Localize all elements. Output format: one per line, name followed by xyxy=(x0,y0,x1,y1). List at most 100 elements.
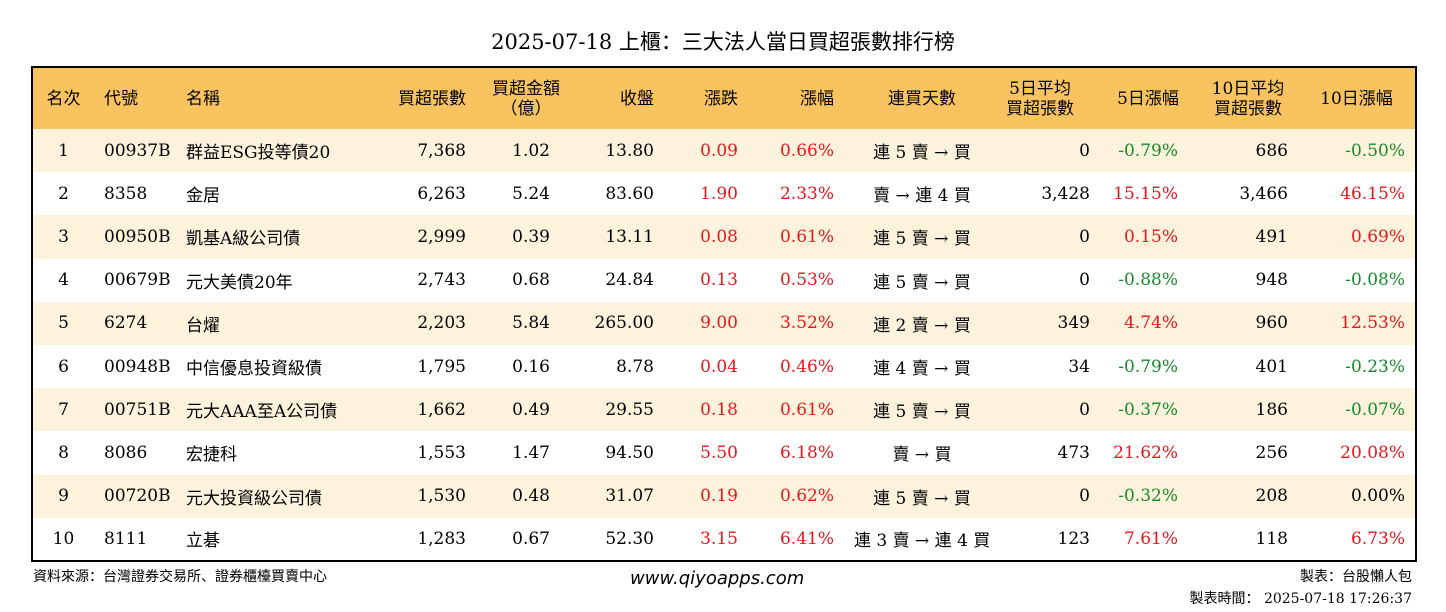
table-row: 3 00950B 凱基A級公司債 2,999 0.39 13.11 0.08 0.61% 連 5… xyxy=(32,215,1416,259)
header-pct5: 5日漲幅 xyxy=(1117,88,1179,109)
avg10-cell: 208 xyxy=(1255,486,1288,507)
pct-cell: 0.66% xyxy=(779,140,834,161)
avg10-cell: 118 xyxy=(1255,528,1288,549)
avg10-cell: 401 xyxy=(1255,356,1288,377)
name-cell: 台燿 xyxy=(186,315,220,336)
code-cell: 00751B xyxy=(104,399,171,420)
streak-cell: 賣 → 買 xyxy=(892,445,952,466)
avg5-cell: 0 xyxy=(1079,399,1090,420)
table-row: 10 8111 立碁 1,283 0.67 52.30 3.15 6.41% 連 3 賣 → 連… xyxy=(32,517,1416,561)
rank-cell: 1 xyxy=(58,140,69,161)
amount-cell: 0.48 xyxy=(512,486,550,507)
name-cell: 金居 xyxy=(186,186,220,207)
pct10-cell: 6.73% xyxy=(1350,528,1405,549)
pct-cell: 6.41% xyxy=(779,528,834,549)
code-cell: 8111 xyxy=(104,528,148,549)
streak-cell: 連 4 賣 → 買 xyxy=(873,359,971,380)
avg5-cell: 349 xyxy=(1057,313,1090,334)
net-buy-cell: 6,263 xyxy=(417,183,466,204)
pct-cell: 0.61% xyxy=(779,399,834,420)
header-rank: 名次 xyxy=(46,88,81,109)
amount-cell: 0.67 xyxy=(512,528,550,549)
avg5-cell: 0 xyxy=(1079,226,1090,247)
name-cell: 群益ESG投等債20 xyxy=(186,143,331,164)
pct5-cell: 7.61% xyxy=(1123,528,1178,549)
pct10-cell: -0.50% xyxy=(1345,140,1405,161)
code-cell: 00720B xyxy=(104,486,171,507)
rank-cell: 8 xyxy=(58,442,69,463)
pct10-cell: 0.69% xyxy=(1350,226,1405,247)
net-buy-cell: 2,999 xyxy=(417,226,466,247)
avg5-cell: 123 xyxy=(1057,528,1090,549)
avg10-cell: 960 xyxy=(1255,313,1288,334)
streak-cell: 連 5 賣 → 買 xyxy=(873,272,971,293)
change-cell: 9.00 xyxy=(700,313,738,334)
change-cell: 0.09 xyxy=(700,140,738,161)
close-cell: 265.00 xyxy=(594,313,654,334)
pct5-cell: -0.32% xyxy=(1118,486,1178,507)
change-cell: 1.90 xyxy=(700,183,738,204)
avg10-cell: 256 xyxy=(1255,442,1288,463)
header-avg10: 10日平均 買超張數 xyxy=(1211,78,1285,119)
header-name: 名稱 xyxy=(186,88,220,109)
change-cell: 0.04 xyxy=(700,356,738,377)
pct10-cell: 0.00% xyxy=(1350,486,1405,507)
table-row: 5 6274 台燿 2,203 5.84 265.00 9.00 3.52% 連 2 賣 → 買… xyxy=(32,301,1416,345)
avg5-cell: 0 xyxy=(1079,270,1090,291)
amount-cell: 0.68 xyxy=(512,270,550,291)
header-net-buy: 買超張數 xyxy=(398,88,466,109)
code-cell: 00948B xyxy=(104,356,171,377)
amount-cell: 1.02 xyxy=(512,140,550,161)
streak-cell: 連 3 賣 → 連 4 買 xyxy=(854,531,991,552)
pct10-cell: -0.08% xyxy=(1345,270,1405,291)
net-buy-cell: 1,795 xyxy=(417,356,466,377)
change-cell: 3.15 xyxy=(700,528,738,549)
pct-cell: 3.52% xyxy=(779,313,834,334)
close-cell: 31.07 xyxy=(605,486,654,507)
name-cell: 中信優息投資級債 xyxy=(186,359,322,380)
streak-cell: 連 2 賣 → 買 xyxy=(873,315,971,336)
avg10-cell: 186 xyxy=(1255,399,1288,420)
close-cell: 13.11 xyxy=(605,226,654,247)
net-buy-cell: 7,368 xyxy=(417,140,466,161)
amount-cell: 0.39 xyxy=(512,226,550,247)
table-row: 1 00937B 群益ESG投等債20 7,368 1.02 13.80 0.09 0.66%… xyxy=(32,129,1416,173)
rank-cell: 6 xyxy=(58,356,69,377)
name-cell: 元大美債20年 xyxy=(186,272,293,293)
close-cell: 94.50 xyxy=(605,442,654,463)
streak-cell: 連 5 賣 → 買 xyxy=(873,229,971,250)
pct10-cell: -0.23% xyxy=(1345,356,1405,377)
pct-cell: 6.18% xyxy=(779,442,834,463)
pct5-cell: 0.15% xyxy=(1123,226,1178,247)
maker-label: 製表：台股懶人包 xyxy=(1300,569,1412,585)
name-cell: 宏捷科 xyxy=(186,445,237,466)
pct5-cell: -0.88% xyxy=(1118,270,1178,291)
pct5-cell: -0.37% xyxy=(1118,399,1178,420)
close-cell: 8.78 xyxy=(616,356,654,377)
header-streak: 連買天數 xyxy=(888,88,956,109)
code-cell: 00679B xyxy=(104,270,171,291)
change-cell: 0.08 xyxy=(700,226,738,247)
table-row: 2 8358 金居 6,263 5.24 83.60 1.90 2.33% 賣 → 連 4 買 3… xyxy=(32,172,1416,216)
pct-cell: 0.62% xyxy=(779,486,834,507)
name-cell: 元大AAA至A公司債 xyxy=(186,402,338,423)
ranking-table: 名次 代號 名稱 買超張數 買超金額 （億） 收盤 漲跌 漲幅 連買天數 5日平… xyxy=(31,66,1417,562)
streak-cell: 連 5 賣 → 買 xyxy=(873,488,971,509)
amount-cell: 5.24 xyxy=(512,183,550,204)
code-cell: 00937B xyxy=(104,140,171,161)
website-link[interactable]: www.qiyoapps.com xyxy=(630,568,805,589)
avg10-cell: 686 xyxy=(1255,140,1288,161)
pct10-cell: 46.15% xyxy=(1340,183,1405,204)
net-buy-cell: 2,203 xyxy=(417,313,466,334)
net-buy-cell: 1,662 xyxy=(417,399,466,420)
avg10-cell: 491 xyxy=(1255,226,1288,247)
net-buy-cell: 2,743 xyxy=(417,270,466,291)
change-cell: 5.50 xyxy=(700,442,738,463)
avg5-cell: 3,428 xyxy=(1041,183,1090,204)
rank-cell: 5 xyxy=(58,313,69,334)
rank-cell: 7 xyxy=(58,399,69,420)
pct-cell: 2.33% xyxy=(779,183,834,204)
code-cell: 8358 xyxy=(104,183,148,204)
header-avg5: 5日平均 買超張數 xyxy=(1006,78,1074,119)
generated-time: 製表時間： 2025-07-18 17:26:37 xyxy=(1189,591,1413,607)
